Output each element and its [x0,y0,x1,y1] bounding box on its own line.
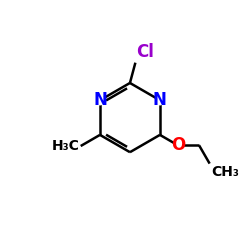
Text: N: N [93,91,107,109]
Text: Cl: Cl [136,44,154,62]
Circle shape [174,141,182,150]
Text: O: O [171,136,185,154]
Text: H₃C: H₃C [52,139,80,153]
Circle shape [96,96,104,105]
Text: N: N [153,91,167,109]
Text: CH₃: CH₃ [211,165,239,179]
Circle shape [156,96,164,105]
